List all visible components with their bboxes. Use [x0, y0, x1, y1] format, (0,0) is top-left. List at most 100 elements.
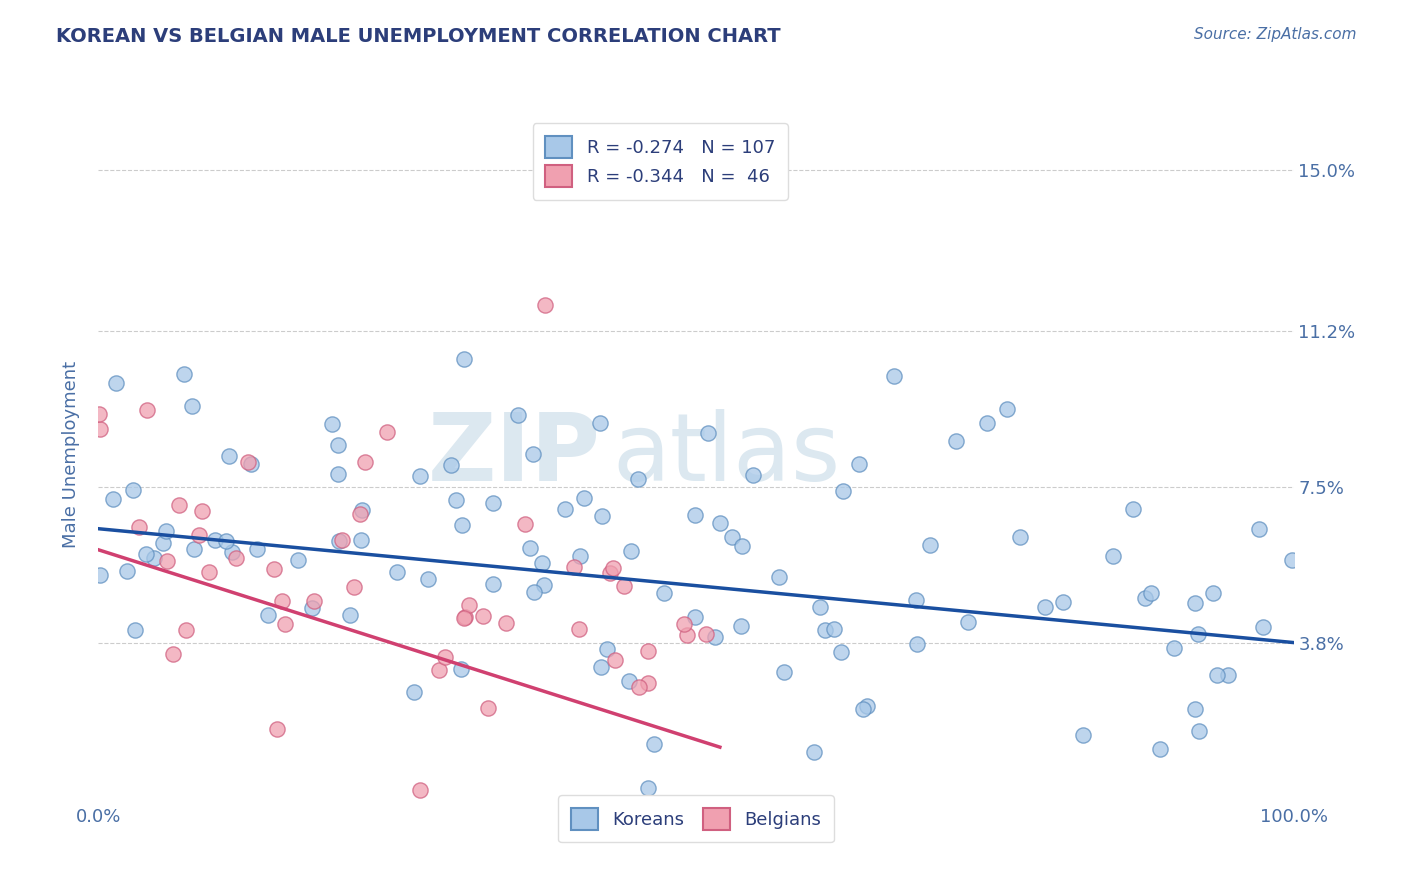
- Point: [627, 471, 650, 485]
- Point: [458, 598, 481, 612]
- Point: [451, 517, 474, 532]
- Point: [122, 483, 145, 498]
- Point: [852, 702, 875, 716]
- Point: [404, 684, 426, 698]
- Point: [215, 533, 238, 548]
- Point: [444, 493, 467, 508]
- Point: [482, 496, 505, 510]
- Point: [101, 492, 124, 507]
- Point: [513, 517, 536, 532]
- Point: [1188, 723, 1211, 738]
- Point: [533, 578, 555, 592]
- Point: [904, 593, 927, 607]
- Point: [173, 368, 195, 382]
- Point: [918, 538, 941, 552]
- Point: [1008, 530, 1031, 544]
- Point: [183, 541, 205, 556]
- Point: [905, 637, 928, 651]
- Text: atlas: atlas: [613, 409, 841, 501]
- Point: [274, 616, 297, 631]
- Point: [1052, 595, 1074, 609]
- Point: [167, 498, 190, 512]
- Point: [773, 665, 796, 680]
- Point: [339, 607, 361, 622]
- Point: [855, 699, 877, 714]
- Point: [1216, 667, 1239, 681]
- Point: [945, 434, 967, 448]
- Point: [350, 533, 373, 547]
- Point: [652, 586, 675, 600]
- Point: [115, 564, 138, 578]
- Point: [832, 484, 855, 499]
- Point: [287, 553, 309, 567]
- Point: [1201, 586, 1223, 600]
- Point: [89, 422, 111, 436]
- Point: [434, 649, 457, 664]
- Point: [617, 673, 640, 688]
- Point: [523, 585, 546, 599]
- Point: [613, 579, 636, 593]
- Point: [703, 630, 725, 644]
- Point: [554, 502, 576, 516]
- Point: [685, 508, 707, 523]
- Point: [522, 447, 544, 461]
- Point: [569, 549, 592, 564]
- Point: [637, 676, 659, 690]
- Point: [270, 594, 292, 608]
- Point: [440, 458, 463, 473]
- Point: [595, 641, 617, 656]
- Point: [471, 608, 494, 623]
- Point: [328, 467, 350, 482]
- Point: [135, 548, 157, 562]
- Point: [375, 425, 398, 439]
- Point: [695, 627, 717, 641]
- Point: [495, 616, 517, 631]
- Point: [591, 509, 613, 524]
- Point: [562, 559, 585, 574]
- Point: [301, 600, 323, 615]
- Point: [321, 417, 343, 431]
- Point: [198, 565, 221, 579]
- Point: [603, 653, 626, 667]
- Point: [696, 425, 718, 440]
- Point: [768, 569, 790, 583]
- Point: [808, 599, 831, 614]
- Point: [128, 520, 150, 534]
- Point: [1184, 596, 1206, 610]
- Point: [672, 616, 695, 631]
- Point: [188, 528, 211, 542]
- Point: [730, 618, 752, 632]
- Point: [848, 457, 870, 471]
- Point: [176, 623, 198, 637]
- Point: [1247, 522, 1270, 536]
- Point: [481, 576, 503, 591]
- Point: [956, 615, 979, 630]
- Point: [349, 508, 371, 522]
- Point: [1149, 742, 1171, 756]
- Point: [589, 660, 612, 674]
- Point: [637, 780, 659, 795]
- Point: [823, 623, 845, 637]
- Point: [246, 542, 269, 557]
- Point: [427, 663, 450, 677]
- Point: [302, 594, 325, 608]
- Point: [506, 408, 529, 422]
- Point: [204, 533, 226, 547]
- Point: [1071, 728, 1094, 742]
- Point: [454, 610, 477, 624]
- Point: [995, 401, 1018, 416]
- Point: [643, 738, 665, 752]
- Point: [105, 376, 128, 391]
- Text: Source: ZipAtlas.com: Source: ZipAtlas.com: [1194, 27, 1357, 42]
- Point: [191, 504, 214, 518]
- Point: [135, 403, 157, 417]
- Point: [477, 700, 499, 714]
- Point: [256, 607, 278, 622]
- Point: [1033, 600, 1056, 615]
- Point: [453, 611, 475, 625]
- Point: [156, 554, 179, 568]
- Point: [1139, 586, 1161, 600]
- Point: [181, 399, 204, 413]
- Point: [152, 536, 174, 550]
- Point: [1122, 501, 1144, 516]
